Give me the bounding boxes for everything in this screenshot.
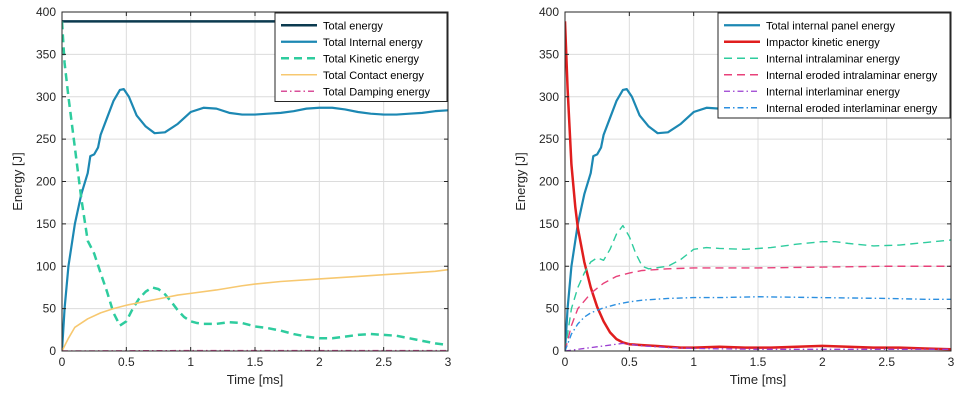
x-tick-label: 1 [690, 355, 697, 369]
legend: Total internal panel energy Impactor kine… [717, 12, 951, 119]
x-tick-label: 2.5 [375, 355, 392, 369]
y-tick-label: 100 [539, 259, 559, 273]
y-axis-label: Energy [J] [10, 152, 25, 211]
series-line-5 [565, 342, 951, 351]
x-tick-label: 1.5 [750, 355, 767, 369]
y-tick-label: 300 [539, 90, 559, 104]
legend-label-4: Total Contact energy [323, 70, 424, 82]
y-tick-label: 50 [43, 302, 57, 316]
y-tick-label: 350 [539, 47, 559, 61]
y-tick-label: 150 [36, 217, 56, 231]
x-tick-label: 0 [562, 355, 569, 369]
legend-box [717, 12, 951, 119]
x-tick-label: 2 [819, 355, 826, 369]
y-tick-label: 250 [539, 132, 559, 146]
x-tick-label: 2.5 [878, 355, 895, 369]
tick-marks [61, 11, 449, 352]
y-tick-label: 200 [36, 175, 56, 189]
x-tick-label: 0 [59, 355, 66, 369]
chart-2: 0 0.5 1 1.5 2 2.5 3 0 50 100 150 200 250 300 350 400 Tim… [513, 5, 955, 387]
x-tick-label: 3 [948, 355, 955, 369]
y-tick-label: 200 [539, 175, 559, 189]
legend-label-1: Total internal panel energy [766, 20, 896, 32]
x-tick-label: 0.5 [118, 355, 135, 369]
x-tick-label: 1.5 [247, 355, 264, 369]
legend-label-4: Internal eroded intralaminar energy [766, 70, 938, 82]
x-tick-label: 0.5 [621, 355, 638, 369]
x-tick-label: 3 [445, 355, 452, 369]
y-tick-label: 400 [36, 5, 56, 19]
legend-label-1: Total energy [323, 20, 383, 32]
legend-label-3: Internal intralaminar energy [766, 53, 900, 65]
x-axis-label: Time [ms] [730, 372, 787, 387]
x-tick-label: 2 [316, 355, 323, 369]
legend-label-5: Total Damping energy [323, 86, 431, 98]
y-tick-label: 250 [36, 132, 56, 146]
chart-1: 0 0.5 1 1.5 2 2.5 3 0 50 100 150 200 250 300 350 400 Tim… [10, 5, 452, 387]
y-tick-label: 0 [49, 344, 56, 358]
y-tick-label: 300 [36, 90, 56, 104]
legend: Total energy Total Internal energy Total K… [274, 12, 448, 102]
legend-box [274, 12, 448, 102]
y-tick-label: 100 [36, 259, 56, 273]
y-tick-label: 0 [552, 344, 559, 358]
legend-label-5: Internal interlaminar energy [766, 86, 900, 98]
series-line-4 [62, 268, 448, 351]
x-axis-label: Time [ms] [227, 372, 284, 387]
series-line-2 [565, 21, 951, 351]
legend-label-2: Total Internal energy [323, 37, 423, 49]
x-tick-label: 1 [187, 355, 194, 369]
series-line-3 [62, 21, 448, 347]
y-tick-label: 50 [546, 302, 560, 316]
series-line-4 [565, 265, 951, 351]
series-line-3 [565, 224, 951, 351]
y-tick-label: 400 [539, 5, 559, 19]
legend-label-3: Total Kinetic energy [323, 53, 419, 65]
y-axis-label: Energy [J] [513, 152, 528, 211]
legend-label-6: Internal eroded interlaminar energy [766, 103, 938, 115]
legend-label-2: Impactor kinetic energy [766, 37, 880, 49]
y-tick-label: 350 [36, 47, 56, 61]
y-tick-label: 150 [539, 217, 559, 231]
series-line-2 [62, 88, 448, 351]
